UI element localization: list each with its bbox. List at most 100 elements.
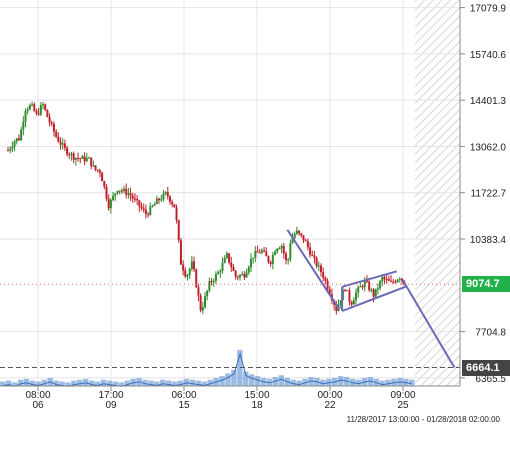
candle-body (392, 281, 395, 283)
candle-body (171, 201, 174, 205)
current-price-badge: 9074.7 (462, 276, 510, 293)
candle-body (243, 274, 246, 278)
candle-body (153, 203, 156, 206)
candle-body (282, 245, 285, 254)
candle-body (140, 206, 143, 209)
candle-body (94, 165, 97, 170)
volume-bar (88, 380, 95, 386)
candle-body (199, 295, 202, 311)
y-tick-label: 7704.8 (475, 328, 506, 339)
y-tick-label: 13062.0 (470, 142, 507, 153)
candle-body (160, 199, 163, 201)
volume-bar (320, 379, 326, 386)
candle-body (129, 193, 132, 196)
candle-body (144, 209, 147, 215)
candle-body (379, 281, 382, 289)
volume-bar (100, 379, 107, 386)
candle-body (247, 267, 250, 273)
candle-body (228, 253, 231, 263)
candle-body (83, 156, 86, 162)
x-tick-day: 06 (32, 400, 44, 411)
volume-bar (385, 379, 391, 386)
candle-body (175, 207, 178, 221)
candle-body (359, 286, 362, 288)
candle-body (168, 196, 171, 202)
candle-body (300, 233, 303, 236)
candle-body (256, 251, 259, 253)
candle-body (68, 154, 71, 156)
candle-body (44, 104, 47, 110)
volume-bar (243, 371, 249, 386)
candle-body (147, 214, 150, 216)
x-tick-day: 18 (251, 400, 263, 411)
candle-body (390, 280, 393, 282)
x-tick-time: 17:00 (98, 390, 123, 401)
candle-body (66, 147, 69, 155)
candle-body (197, 287, 200, 296)
volume-bar (254, 376, 261, 386)
candle-body (203, 296, 206, 308)
volume-bar (278, 375, 285, 386)
volume-bar (219, 376, 225, 386)
target-price-label: 6664.1 (466, 361, 500, 374)
volume-bar (379, 380, 385, 386)
candle-body (90, 157, 93, 167)
volume-bar (409, 379, 415, 386)
candle-body (346, 290, 349, 292)
candle-body (221, 262, 224, 272)
volume-bar (195, 380, 202, 386)
candle-body (252, 257, 255, 259)
volume-bar (337, 376, 344, 386)
candle-body (317, 265, 320, 267)
candle-body (357, 287, 360, 293)
volume-bar (112, 381, 119, 386)
volume-bar (166, 380, 172, 386)
candle-body (370, 289, 373, 291)
candle-body (116, 190, 119, 194)
candle-body (177, 220, 180, 241)
candles (7, 101, 406, 315)
candle-body (52, 123, 55, 132)
candle-body (79, 158, 82, 160)
candle-body (381, 277, 384, 282)
candle-body (217, 272, 220, 275)
candle-body (22, 121, 25, 130)
candle-body (123, 188, 126, 191)
volume-bar (65, 382, 71, 386)
current-price-label: 9074.7 (466, 278, 500, 291)
candle-body (400, 278, 403, 281)
candle-body (42, 104, 45, 106)
candle-body (59, 141, 62, 145)
volume-bar (296, 380, 302, 386)
volume-bar (171, 381, 178, 386)
candle-body (173, 204, 176, 208)
volume-bar (53, 380, 59, 386)
candle-body (138, 200, 141, 207)
candle-body (249, 258, 252, 268)
candle-body (92, 165, 95, 167)
candle-body (276, 248, 279, 252)
candle-body (118, 190, 121, 192)
volume-bar (77, 379, 83, 386)
candle-body (61, 143, 64, 145)
candle-body (269, 261, 272, 264)
candle-body (376, 288, 379, 290)
candle-body (74, 157, 77, 160)
candle-body (57, 136, 60, 142)
candle-body (225, 253, 228, 258)
candle-body (127, 193, 130, 195)
y-tick-label: 15740.6 (470, 50, 507, 61)
candle-body (13, 141, 16, 147)
candle-body (295, 230, 298, 234)
volume-bar (189, 379, 196, 386)
candle-body (352, 300, 355, 305)
candle-body (258, 252, 261, 254)
candle-body (103, 181, 106, 187)
candle-body (87, 157, 90, 159)
candle-body (114, 193, 117, 196)
volume-bar (59, 381, 65, 386)
volume-bar (11, 382, 18, 386)
